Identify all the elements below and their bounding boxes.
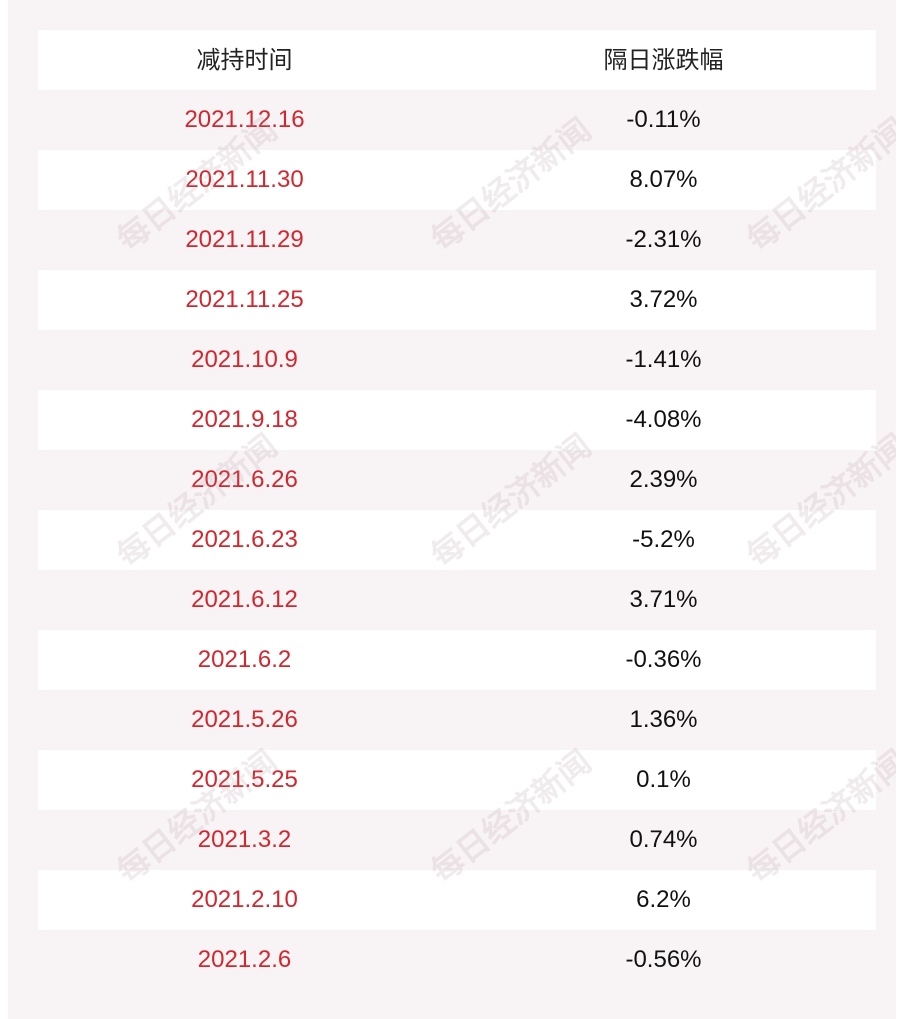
table-row: 2021.6.2 -0.36% <box>38 630 876 690</box>
table-row: 2021.2.6 -0.56% <box>38 930 876 990</box>
row-change: -0.56% <box>625 946 702 973</box>
row-date: 2021.2.10 <box>191 886 298 913</box>
row-change: -1.41% <box>625 346 702 373</box>
row-date: 2021.6.23 <box>191 526 298 553</box>
row-change: 3.72% <box>629 286 698 313</box>
table-row: 2021.12.16 -0.11% <box>38 90 876 150</box>
table-row: 2021.11.25 3.72% <box>38 270 876 330</box>
header-next-day-change: 隔日涨跌幅 <box>603 46 724 74</box>
table-row: 2021.11.29 -2.31% <box>38 210 876 270</box>
row-date: 2021.3.2 <box>197 826 292 853</box>
row-change: 3.71% <box>629 586 698 613</box>
table-card: 减持时间 隔日涨跌幅 2021.12.16 -0.11% 2021.11.30 … <box>8 0 896 1019</box>
data-table: 减持时间 隔日涨跌幅 2021.12.16 -0.11% 2021.11.30 … <box>38 30 876 990</box>
row-date: 2021.6.2 <box>197 646 292 673</box>
table-row: 2021.5.26 1.36% <box>38 690 876 750</box>
row-date: 2021.11.25 <box>185 286 304 313</box>
table-row: 2021.11.30 8.07% <box>38 150 876 210</box>
row-date: 2021.5.26 <box>191 706 298 733</box>
table-row: 2021.9.18 -4.08% <box>38 390 876 450</box>
table-row: 2021.3.2 0.74% <box>38 810 876 870</box>
row-change: -5.2% <box>632 526 695 553</box>
row-change: -0.36% <box>625 646 702 673</box>
row-date: 2021.6.12 <box>191 586 298 613</box>
row-change: 6.2% <box>636 886 691 913</box>
row-date: 2021.12.16 <box>184 106 305 133</box>
header-reduction-date: 减持时间 <box>196 46 293 74</box>
row-date: 2021.10.9 <box>191 346 298 373</box>
table-row: 2021.6.12 3.71% <box>38 570 876 630</box>
table-row: 2021.5.25 0.1% <box>38 750 876 810</box>
table-row: 2021.10.9 -1.41% <box>38 330 876 390</box>
table-row: 2021.2.10 6.2% <box>38 870 876 930</box>
table-header-row: 减持时间 隔日涨跌幅 <box>38 30 876 90</box>
row-change: 8.07% <box>629 166 698 193</box>
row-date: 2021.2.6 <box>197 946 292 973</box>
row-change: -2.31% <box>625 226 702 253</box>
table-row: 2021.6.26 2.39% <box>38 450 876 510</box>
row-change: -0.11% <box>626 106 701 133</box>
row-change: 1.36% <box>629 706 698 733</box>
row-date: 2021.9.18 <box>191 406 298 433</box>
row-date: 2021.11.29 <box>185 226 304 253</box>
table-row: 2021.6.23 -5.2% <box>38 510 876 570</box>
row-change: 2.39% <box>629 466 698 493</box>
row-change: 0.1% <box>636 766 691 793</box>
row-date: 2021.11.30 <box>185 166 304 193</box>
row-date: 2021.5.25 <box>191 766 298 793</box>
row-date: 2021.6.26 <box>191 466 298 493</box>
row-change: 0.74% <box>629 826 698 853</box>
row-change: -4.08% <box>625 406 702 433</box>
